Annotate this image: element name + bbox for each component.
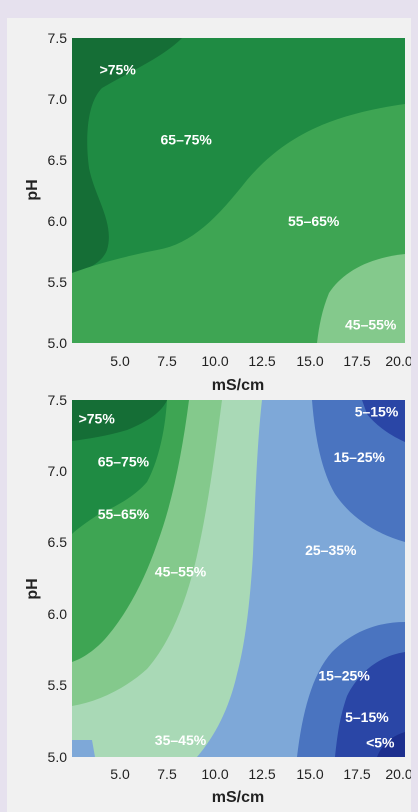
x-tick: 12.5 bbox=[248, 353, 275, 369]
contour-chart-bottom: >75% 65–75% 55–65% 45–55% 35–45% 25–35% 15–25%… bbox=[24, 392, 411, 806]
x-tick: 15.0 bbox=[296, 766, 323, 782]
y-axis-title-bottom: pH bbox=[24, 578, 41, 599]
y-tick: 7.0 bbox=[48, 91, 68, 107]
x-tick: 15.0 bbox=[296, 353, 323, 369]
y-tick: 7.5 bbox=[48, 392, 68, 408]
plot-area-bottom bbox=[72, 400, 405, 757]
region-5-15-top-right bbox=[362, 400, 405, 442]
x-tick: 7.5 bbox=[157, 766, 177, 782]
region-gt75-bottom bbox=[72, 400, 167, 441]
y-tick: 6.5 bbox=[48, 152, 68, 168]
x-tick: 20.0 bbox=[385, 766, 411, 782]
x-tick: 7.5 bbox=[157, 353, 177, 369]
region-gt75-top bbox=[72, 38, 182, 273]
region-5-15-bottom-right bbox=[335, 652, 405, 757]
x-tick: 20.0 bbox=[385, 353, 411, 369]
region-lt5-bottom-right bbox=[377, 732, 405, 757]
region-label: 25–35% bbox=[305, 542, 357, 558]
x-axis-title-top: mS/cm bbox=[212, 377, 264, 394]
x-tick: 17.5 bbox=[343, 766, 370, 782]
y-tick: 5.5 bbox=[48, 677, 68, 693]
region-label: 15–25% bbox=[318, 668, 370, 684]
region-labels-top: >75% 65–75% 55–65% 45–55% bbox=[100, 62, 397, 333]
y-tick: 5.0 bbox=[48, 335, 68, 351]
x-tick: 17.5 bbox=[343, 353, 370, 369]
x-ticks-bottom: 5.0 7.5 10.0 12.5 15.0 17.5 20.0 bbox=[110, 766, 411, 782]
region-corner-bottom bbox=[72, 740, 95, 757]
x-ticks-top: 5.0 7.5 10.0 12.5 15.0 17.5 20.0 bbox=[110, 353, 411, 369]
region-label: 65–75% bbox=[98, 453, 150, 469]
region-label: 15–25% bbox=[334, 449, 386, 465]
plot-area-top bbox=[72, 38, 405, 343]
y-ticks-top: 7.5 7.0 6.5 6.0 5.5 5.0 bbox=[48, 30, 68, 351]
region-45-55-top bbox=[317, 254, 405, 343]
y-tick: 5.0 bbox=[48, 749, 68, 765]
y-ticks-bottom: 7.5 7.0 6.5 6.0 5.5 5.0 bbox=[48, 392, 68, 765]
x-tick: 10.0 bbox=[201, 353, 228, 369]
region-labels-bottom: >75% 65–75% 55–65% 45–55% 35–45% 25–35% 15–25%… bbox=[79, 403, 399, 750]
x-tick: 5.0 bbox=[110, 766, 130, 782]
region-15-25-top-right bbox=[312, 400, 405, 542]
x-tick: 12.5 bbox=[248, 766, 275, 782]
region-label: 5–15% bbox=[345, 709, 389, 725]
region-label: 65–75% bbox=[161, 131, 213, 147]
region-label: 55–65% bbox=[288, 213, 340, 229]
figure-panel: >75% 65–75% 55–65% 45–55% 7.5 7.0 6.5 6.0 5… bbox=[7, 18, 411, 812]
y-tick: 6.0 bbox=[48, 606, 68, 622]
y-tick: 7.5 bbox=[48, 30, 68, 46]
region-label: <5% bbox=[366, 735, 395, 751]
region-label: >75% bbox=[100, 62, 137, 78]
x-tick: 10.0 bbox=[201, 766, 228, 782]
x-axis-title-bottom: mS/cm bbox=[212, 789, 264, 806]
region-label: 45–55% bbox=[155, 563, 207, 579]
region-label: >75% bbox=[79, 411, 116, 427]
region-label: 55–65% bbox=[98, 506, 150, 522]
y-axis-title-top: pH bbox=[24, 179, 41, 200]
x-tick: 5.0 bbox=[110, 353, 130, 369]
contour-chart-top: >75% 65–75% 55–65% 45–55% 7.5 7.0 6.5 6.0 5… bbox=[24, 30, 411, 394]
y-tick: 7.0 bbox=[48, 463, 68, 479]
region-label: 5–15% bbox=[355, 403, 399, 419]
y-tick: 6.5 bbox=[48, 534, 68, 550]
y-tick: 5.5 bbox=[48, 274, 68, 290]
y-tick: 6.0 bbox=[48, 213, 68, 229]
region-label: 35–45% bbox=[155, 732, 207, 748]
region-55-65-top bbox=[72, 104, 405, 343]
region-label: 45–55% bbox=[345, 317, 397, 333]
